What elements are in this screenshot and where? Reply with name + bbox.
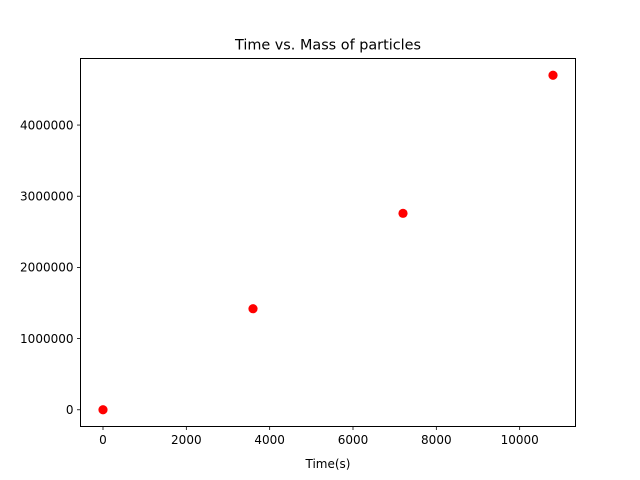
data-points [98, 70, 558, 415]
y-tick-label: 4000000 [20, 118, 73, 132]
x-axis: 0 2000 4000 6000 8000 10000 [99, 426, 539, 447]
x-tick-label: 10000 [501, 433, 539, 447]
plot-area [80, 58, 576, 427]
y-axis: 0 1000000 2000000 3000000 4000000 [20, 118, 81, 417]
data-point [248, 304, 258, 314]
chart-title: Time vs. Mass of particles [234, 38, 421, 54]
x-tick-label: 0 [99, 433, 107, 447]
x-tick-label: 2000 [171, 433, 202, 447]
x-tick-label: 8000 [421, 433, 452, 447]
y-tick-label: 1000000 [20, 332, 73, 346]
data-point [548, 70, 558, 80]
x-tick-label: 6000 [338, 433, 369, 447]
y-tick-label: 2000000 [20, 261, 73, 275]
data-point [398, 208, 408, 218]
y-tick-label: 3000000 [20, 189, 73, 203]
y-tick-label: 0 [66, 403, 74, 417]
x-axis-label: Time(s) [305, 457, 351, 471]
data-point [98, 405, 108, 415]
x-tick-label: 4000 [254, 433, 285, 447]
